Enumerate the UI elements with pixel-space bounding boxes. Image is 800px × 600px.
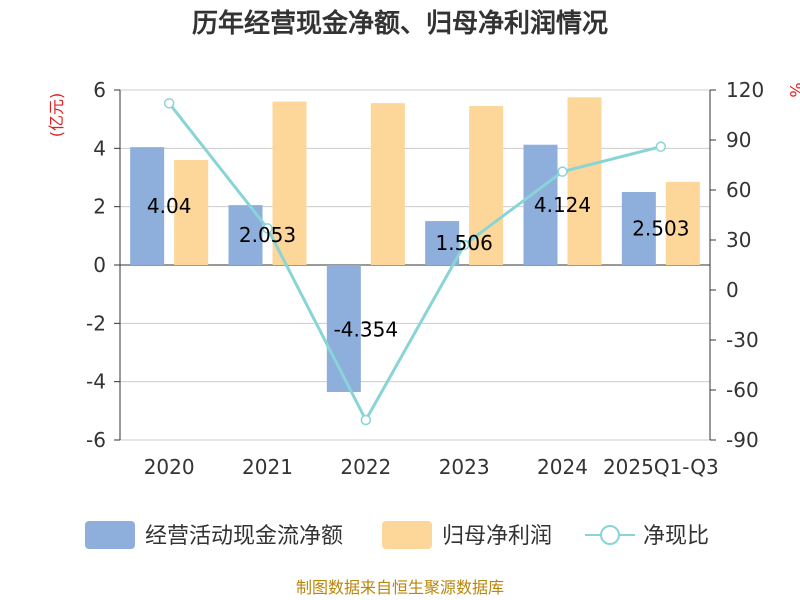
line-series	[163, 98, 667, 426]
data-labels: 4.04 2.053 -4.354 1.506 4.124 2.503	[147, 193, 690, 342]
left-tick-label: 2	[93, 195, 106, 219]
line-point	[655, 141, 667, 152]
axes: 6 4 2 0 -2 -4 -6 120 90 60 30 0 -30 -60 -90 2020 2021 202…	[86, 78, 764, 479]
bar	[425, 221, 460, 265]
right-axis-unit: %	[786, 82, 800, 97]
data-label: 2.053	[239, 223, 296, 247]
legend-marker	[600, 525, 620, 545]
bar	[130, 147, 165, 265]
right-tick-label: 90	[726, 128, 751, 152]
legend-swatch	[382, 521, 432, 549]
bar	[272, 101, 307, 266]
bar	[370, 103, 405, 265]
left-tick-label: -4	[86, 370, 106, 394]
line-point	[557, 166, 568, 177]
legend-label: 归母净利润	[442, 524, 552, 549]
right-tick-label: 60	[726, 178, 751, 202]
left-tick-label: 0	[93, 253, 106, 277]
data-label: 1.506	[436, 231, 493, 255]
left-tick-label: 6	[93, 78, 106, 102]
left-tick-label: 4	[93, 136, 106, 160]
bar	[665, 181, 700, 265]
chart-title: 历年经营现金净额、归母净利润情况	[192, 8, 608, 39]
grid	[120, 89, 710, 441]
line-point	[458, 239, 470, 251]
line-point	[360, 414, 372, 426]
line-point	[262, 223, 273, 234]
left-tick-label: -2	[86, 311, 106, 335]
x-tick-label: 2021	[242, 455, 293, 479]
x-tick-label: 2023	[439, 455, 490, 479]
right-tick-label: 30	[726, 228, 751, 252]
bar	[326, 265, 361, 392]
line-path	[167, 102, 662, 424]
legend-label: 净现比	[643, 524, 709, 549]
left-axis-unit: (亿元)	[47, 93, 66, 138]
data-label: 2.503	[632, 216, 689, 240]
left-tick-label: -6	[86, 428, 106, 452]
x-tick-label: 2025Q1-Q3	[603, 455, 719, 479]
legend-label: 经营活动现金流净额	[145, 524, 343, 549]
bar	[174, 160, 209, 265]
bars	[130, 97, 700, 392]
bar	[567, 97, 602, 266]
x-tick-label: 2024	[537, 455, 588, 479]
data-label: 4.04	[147, 194, 192, 218]
right-tick-label: -60	[726, 378, 759, 402]
source-note: 制图数据来自恒生聚源数据库	[296, 578, 504, 597]
right-tick-label: 0	[726, 278, 739, 302]
x-tick-label: 2020	[144, 455, 195, 479]
data-label: -4.354	[334, 317, 398, 341]
legend: 经营活动现金流净额 归母净利润 净现比	[85, 521, 709, 549]
right-tick-label: 120	[726, 78, 764, 102]
legend-swatch	[85, 521, 135, 549]
data-label: 4.124	[534, 193, 591, 217]
line-point	[163, 98, 175, 109]
x-tick-label: 2022	[340, 455, 391, 479]
bar	[523, 144, 558, 265]
right-tick-label: -90	[726, 428, 759, 452]
right-tick-label: -30	[726, 328, 759, 352]
bar	[621, 191, 656, 265]
